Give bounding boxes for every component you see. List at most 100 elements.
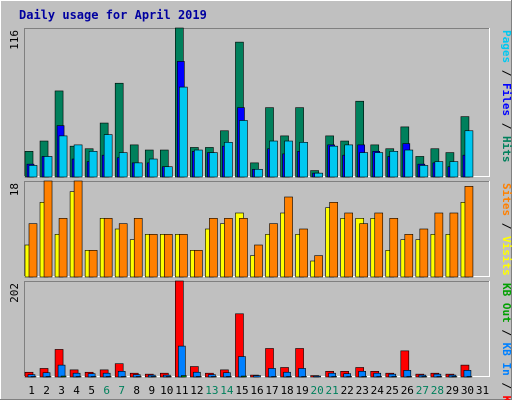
x-tick-label: 4 bbox=[73, 384, 80, 397]
bar-pages bbox=[224, 142, 232, 177]
bar-sites bbox=[224, 218, 232, 277]
bar-kb-in bbox=[238, 357, 245, 377]
x-tick-label: 18 bbox=[280, 384, 293, 397]
bar-sites bbox=[209, 218, 217, 277]
legend-separator: / bbox=[500, 63, 512, 83]
bar-sites bbox=[104, 218, 112, 277]
bar-sites bbox=[345, 213, 353, 277]
bar-pages bbox=[360, 153, 368, 177]
x-tick-label: 12 bbox=[190, 384, 203, 397]
x-tick-label: 10 bbox=[160, 384, 173, 397]
day-bars-15 bbox=[235, 213, 247, 277]
day-bars-21 bbox=[326, 202, 338, 277]
day-bars-12 bbox=[190, 250, 202, 277]
bar-sites bbox=[44, 181, 52, 277]
bar-pages bbox=[345, 145, 353, 177]
bar-kb-in bbox=[118, 371, 125, 377]
day-bars-18 bbox=[281, 136, 293, 177]
bar-pages bbox=[254, 169, 262, 177]
bar-pages bbox=[420, 165, 428, 177]
bar-pages bbox=[300, 142, 308, 177]
x-tick-label: 25 bbox=[386, 384, 399, 397]
day-bars-11 bbox=[175, 234, 187, 277]
bar-sites bbox=[134, 218, 142, 277]
bar-kb-in bbox=[58, 365, 65, 377]
day-bars-4 bbox=[70, 145, 82, 177]
bar-sites bbox=[119, 224, 127, 277]
day-bars-14 bbox=[220, 218, 232, 277]
bar-pages bbox=[74, 145, 82, 177]
bar-sites bbox=[300, 229, 308, 277]
bar-pages bbox=[239, 120, 247, 177]
day-bars-20 bbox=[311, 376, 321, 377]
x-tick-label: 28 bbox=[431, 384, 444, 397]
day-bars-5 bbox=[85, 149, 97, 177]
bar-pages bbox=[285, 141, 293, 177]
bar-pages bbox=[119, 153, 127, 177]
bar-sites bbox=[270, 224, 278, 277]
panel-legend: Pages / Files / Hits bbox=[500, 30, 512, 163]
bar-sites bbox=[420, 229, 428, 277]
x-tick-label: 22 bbox=[341, 384, 354, 397]
x-tick-label: 2 bbox=[43, 384, 50, 397]
bar-pages bbox=[209, 153, 217, 177]
legend-item: KB In bbox=[500, 343, 512, 376]
day-bars-19 bbox=[296, 229, 308, 277]
bar-kb-out bbox=[181, 376, 186, 377]
x-tick-label: 24 bbox=[371, 384, 385, 397]
bar-pages bbox=[390, 151, 398, 177]
x-tick-label: 6 bbox=[103, 384, 110, 397]
bar-sites bbox=[465, 186, 473, 277]
bar-sites bbox=[239, 218, 247, 277]
panel-plot-area bbox=[24, 281, 490, 377]
bar-pages bbox=[270, 141, 278, 177]
x-tick-label: 20 bbox=[311, 384, 324, 397]
bar-kb-out bbox=[241, 376, 246, 377]
day-bars-12 bbox=[190, 147, 202, 177]
bar-kb-in bbox=[359, 371, 366, 377]
bar-kb-in bbox=[178, 346, 185, 377]
bar-pages bbox=[405, 150, 413, 177]
bar-sites bbox=[89, 250, 97, 277]
bar-sites bbox=[59, 218, 67, 277]
bar-kb-in bbox=[314, 376, 321, 377]
chart-title: Daily usage for April 2019 bbox=[19, 8, 207, 22]
legend-separator: / bbox=[500, 116, 512, 136]
day-bars-7 bbox=[115, 224, 127, 277]
bar-pages bbox=[164, 167, 172, 177]
bar-pages bbox=[89, 151, 97, 177]
panel-legend: Sites / Visits bbox=[500, 183, 512, 276]
legend-separator: / bbox=[500, 376, 512, 396]
day-bars-24 bbox=[371, 213, 383, 277]
x-tick-label: 16 bbox=[250, 384, 263, 397]
day-bars-16 bbox=[250, 375, 260, 377]
bar-pages bbox=[194, 150, 202, 177]
bar-pages bbox=[315, 173, 323, 177]
bar-sites bbox=[29, 224, 37, 277]
bar-pages bbox=[465, 131, 473, 177]
bar-kb-in bbox=[299, 368, 306, 377]
bar-sites bbox=[330, 202, 338, 277]
legend-item: KB F bbox=[500, 396, 512, 400]
day-bars-22 bbox=[341, 141, 353, 177]
bar-pages bbox=[375, 153, 383, 177]
legend-item: Visits bbox=[500, 236, 512, 276]
panel-max-label: 202 bbox=[8, 283, 21, 303]
day-bars-26 bbox=[401, 234, 413, 277]
x-tick-label: 27 bbox=[416, 384, 429, 397]
bar-sites bbox=[435, 213, 443, 277]
x-tick-label: 29 bbox=[446, 384, 459, 397]
bar-pages bbox=[104, 135, 112, 177]
panel-legend: KB Out / KB In / KB F bbox=[500, 283, 512, 400]
x-tick-label: 7 bbox=[118, 384, 125, 397]
bar-kb-out bbox=[61, 376, 66, 377]
bar-sites bbox=[360, 224, 368, 277]
bar-sites bbox=[390, 218, 398, 277]
bar-pages bbox=[134, 163, 142, 177]
x-tick-label: 1 bbox=[28, 384, 35, 397]
